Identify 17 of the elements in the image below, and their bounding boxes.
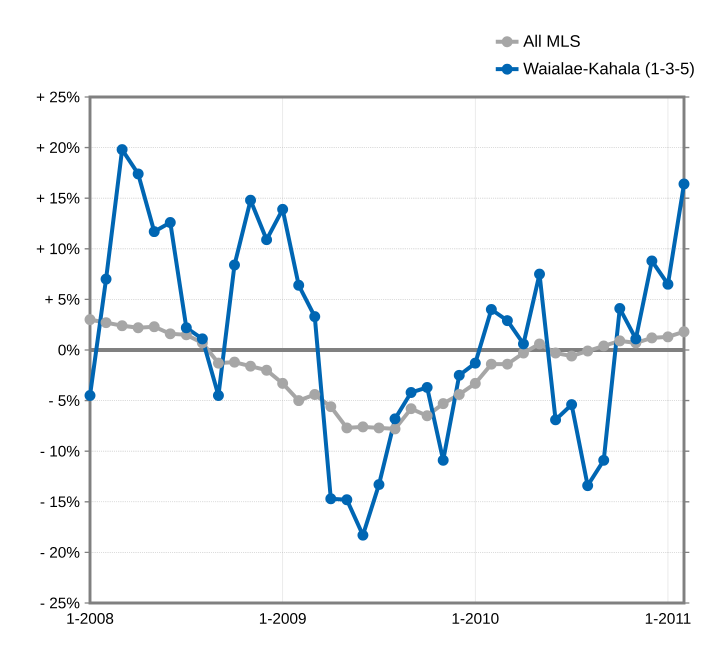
y-tick-label: + 20% — [36, 142, 80, 154]
y-tick-label: + 15% — [36, 192, 80, 204]
x-tick-label: 1-2009 — [260, 613, 306, 624]
y-tick-label: 0% — [58, 344, 80, 356]
y-tick-label: + 5% — [45, 294, 80, 305]
y-tick-label: - 5% — [49, 395, 80, 406]
x-tick-label: 1-2008 — [67, 613, 114, 624]
legend-label: All MLS — [523, 34, 580, 47]
x-tick-label: 1-2010 — [452, 613, 499, 624]
legend-label: Waialae-Kahala (1-3-5) — [523, 62, 694, 78]
y-tick-label: + 25% — [36, 92, 80, 102]
x-tick-label: 1-2011 — [646, 613, 690, 624]
y-tick-label: + 10% — [36, 243, 80, 254]
y-tick-label: - 10% — [40, 446, 80, 457]
y-tick-label: - 20% — [40, 546, 80, 558]
y-tick-label: - 15% — [40, 496, 80, 508]
y-tick-label: - 25% — [40, 598, 80, 608]
